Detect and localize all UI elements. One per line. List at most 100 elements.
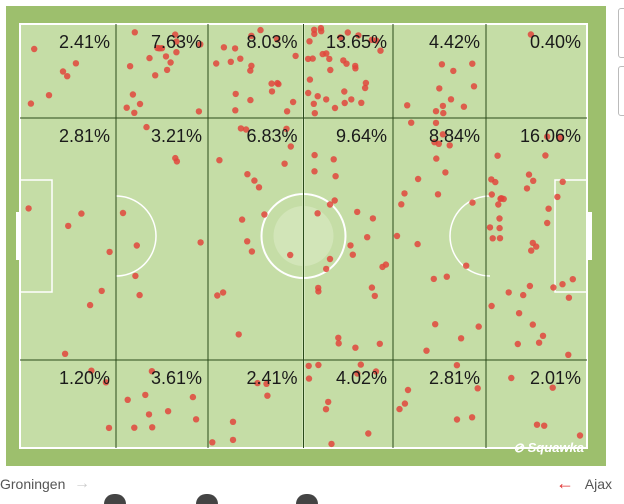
event-dot xyxy=(148,368,156,375)
zone-percentage: 4.42% xyxy=(428,32,480,52)
event-dot xyxy=(167,59,174,66)
event-dot xyxy=(348,96,355,103)
event-dot xyxy=(520,291,527,299)
event-dot xyxy=(335,334,342,341)
event-dot xyxy=(508,374,515,382)
event-dot xyxy=(289,98,297,106)
event-dot xyxy=(274,79,281,87)
event-dot xyxy=(486,224,494,231)
event-dot xyxy=(349,251,356,258)
zone-percentage: 2.41% xyxy=(246,368,298,388)
event-dot xyxy=(105,424,113,432)
pitch-markings xyxy=(19,23,588,449)
event-dot xyxy=(173,49,180,56)
event-dot xyxy=(311,168,318,175)
event-dot xyxy=(248,62,255,69)
event-dot xyxy=(146,54,153,62)
event-dot xyxy=(440,109,447,117)
event-dot xyxy=(287,143,294,150)
event-dot xyxy=(355,32,362,39)
event-dot xyxy=(216,157,223,164)
event-dot xyxy=(447,96,455,103)
arrow-left-icon: ← xyxy=(556,473,574,493)
event-dot xyxy=(439,102,447,110)
event-dot xyxy=(393,232,401,240)
event-dot xyxy=(474,385,481,392)
zone-percentage: 13.65% xyxy=(325,32,387,52)
event-dot xyxy=(131,29,138,36)
event-dot xyxy=(401,400,409,407)
event-dot xyxy=(72,60,80,67)
zone-percentage: 9.64% xyxy=(335,126,387,146)
event-dot xyxy=(235,331,242,338)
event-dot xyxy=(327,66,334,74)
event-dot xyxy=(365,430,372,437)
event-dot xyxy=(304,55,312,63)
event-dot xyxy=(214,292,221,299)
event-dot xyxy=(550,284,557,291)
event-dot xyxy=(430,275,437,283)
event-dot xyxy=(362,79,370,87)
event-dot xyxy=(569,276,576,283)
event-dot xyxy=(354,208,361,216)
zone-percentage: 2.41% xyxy=(58,32,110,52)
event-dot xyxy=(242,126,250,133)
event-dot xyxy=(102,379,110,386)
event-dot xyxy=(529,321,536,328)
event-dot xyxy=(544,219,551,227)
squawka-logo-icon: ⊘ xyxy=(513,440,528,455)
event-dot xyxy=(377,47,384,54)
event-dot xyxy=(443,273,450,280)
event-dot xyxy=(248,248,256,255)
event-dot xyxy=(331,104,339,112)
control-knob[interactable] xyxy=(104,494,126,504)
event-dot xyxy=(229,436,237,444)
event-dot xyxy=(64,73,71,80)
event-dot xyxy=(341,88,348,95)
left-penalty-box xyxy=(19,179,53,293)
event-dot xyxy=(450,67,457,75)
event-dot xyxy=(257,26,264,34)
event-dot xyxy=(25,205,32,212)
event-dot xyxy=(369,215,377,222)
event-dot xyxy=(261,211,268,218)
event-dot xyxy=(331,197,338,204)
event-dot xyxy=(162,53,170,60)
event-dot xyxy=(496,235,504,242)
event-dot xyxy=(173,38,180,45)
event-dot xyxy=(526,282,534,290)
event-dot xyxy=(364,234,371,241)
arrow-right-icon: → xyxy=(74,475,90,492)
event-dot xyxy=(496,215,503,222)
event-dot xyxy=(145,411,153,418)
zone-percentage: 1.20% xyxy=(58,368,110,388)
event-dot xyxy=(220,44,228,51)
event-dot xyxy=(344,29,351,36)
event-dot xyxy=(352,65,359,72)
event-dot xyxy=(237,55,244,62)
event-dot xyxy=(368,36,376,43)
zone-grid xyxy=(20,24,587,448)
event-dot xyxy=(439,131,447,138)
event-dot xyxy=(433,155,440,162)
event-dot xyxy=(273,36,281,43)
event-dot xyxy=(315,361,322,369)
zone-percentage: 2.01% xyxy=(529,368,581,388)
event-dot xyxy=(414,175,422,183)
event-dot xyxy=(163,66,171,74)
event-dot xyxy=(438,61,446,68)
team-right-label[interactable]: Ajax xyxy=(584,476,612,492)
event-dot xyxy=(470,83,478,90)
control-knob[interactable] xyxy=(296,494,318,504)
event-dot xyxy=(317,24,325,32)
event-dot xyxy=(354,370,361,377)
control-knob[interactable] xyxy=(196,494,218,504)
side-scroll-tab-top[interactable] xyxy=(618,8,624,58)
side-scroll-tab-bottom[interactable] xyxy=(618,66,624,116)
event-dot xyxy=(268,88,276,95)
event-dot xyxy=(396,405,403,413)
event-dot xyxy=(229,418,237,425)
event-dot xyxy=(143,123,150,131)
event-dot xyxy=(489,235,496,242)
team-left-label[interactable]: Groningen xyxy=(0,476,66,492)
